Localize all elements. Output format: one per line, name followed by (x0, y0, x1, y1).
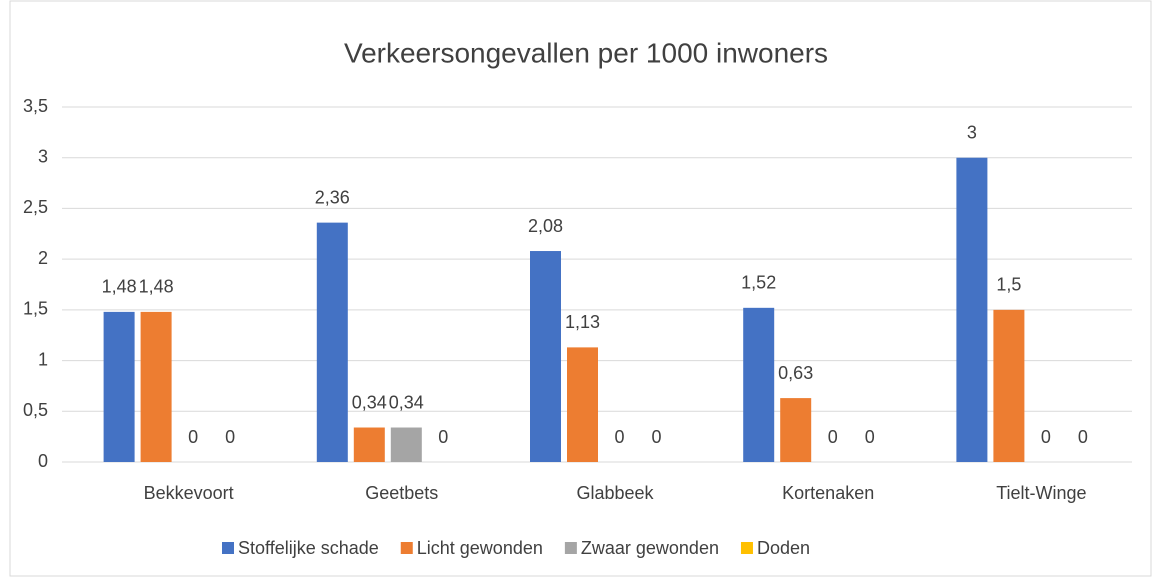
data-label: 0,34 (389, 392, 424, 412)
y-tick-label: 0 (38, 451, 48, 471)
data-label: 0 (865, 427, 875, 447)
legend-swatch (740, 542, 753, 554)
bar (140, 311, 172, 462)
y-tick-label: 3 (38, 146, 48, 166)
data-label: 2,08 (528, 216, 563, 236)
x-tick-label: Glabbeek (576, 483, 654, 503)
bar (956, 157, 988, 462)
data-label: 0 (828, 427, 838, 447)
x-tick-label: Tielt-Winge (996, 483, 1086, 503)
x-tick-label: Geetbets (365, 483, 438, 503)
y-tick-label: 3,5 (23, 96, 48, 116)
legend-swatch (564, 542, 577, 554)
data-label: 1,48 (102, 277, 137, 297)
bar (353, 427, 385, 462)
data-label: 0 (438, 427, 448, 447)
data-label: 0 (614, 427, 624, 447)
y-tick-label: 2,5 (23, 197, 48, 217)
x-tick-label: Kortenaken (782, 483, 874, 503)
legend-label: Licht gewonden (417, 538, 543, 558)
legend-label: Zwaar gewonden (581, 538, 719, 558)
data-label: 3 (967, 122, 977, 142)
data-label: 1,13 (565, 312, 600, 332)
x-tick-label: Bekkevoort (144, 483, 234, 503)
data-label: 0 (1078, 427, 1088, 447)
y-tick-label: 1,5 (23, 299, 48, 319)
y-tick-label: 1 (38, 349, 48, 369)
bar (316, 222, 348, 462)
bar (390, 427, 422, 462)
data-label: 0 (1041, 427, 1051, 447)
data-label: 0 (188, 427, 198, 447)
data-label: 1,5 (996, 275, 1021, 295)
data-label: 2,36 (315, 187, 350, 207)
bar (103, 311, 135, 462)
bar (993, 309, 1025, 462)
y-tick-label: 0,5 (23, 400, 48, 420)
bar (743, 307, 775, 462)
chart-title: Verkeersongevallen per 1000 inwoners (344, 37, 828, 68)
y-tick-label: 2 (38, 248, 48, 268)
data-label: 0 (225, 427, 235, 447)
data-label: 1,52 (741, 273, 776, 293)
bar (567, 347, 598, 462)
bar (780, 398, 812, 462)
legend-swatch (222, 542, 234, 554)
data-label: 0,63 (778, 363, 813, 383)
legend-swatch (400, 542, 413, 554)
legend-label: Stoffelijke schade (238, 538, 379, 558)
data-label: 1,48 (139, 277, 174, 297)
bar (530, 251, 561, 462)
data-label: 0,34 (352, 392, 387, 412)
legend-label: Doden (757, 538, 810, 558)
data-label: 0 (651, 427, 661, 447)
